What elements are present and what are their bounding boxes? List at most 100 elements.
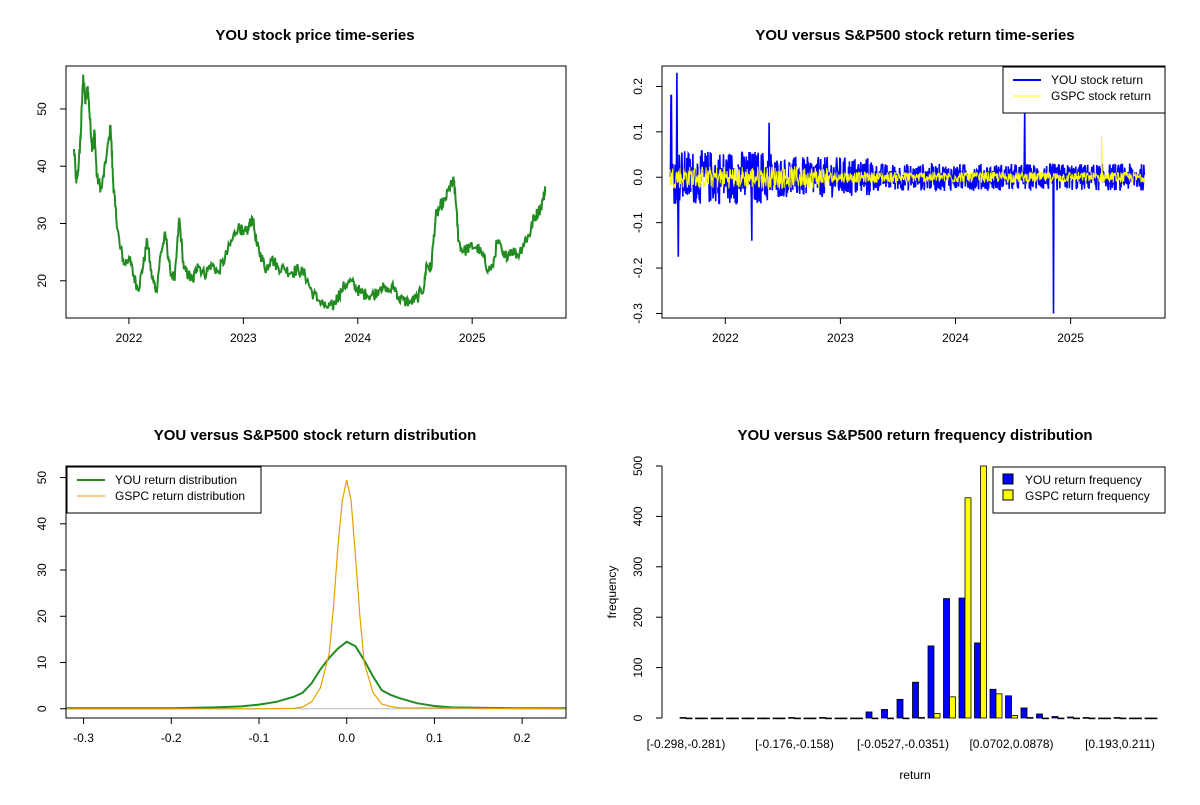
return-legend-label: GSPC stock return [1051,89,1151,103]
gspc-frequency-bar [716,717,724,720]
gspc-frequency-bar [902,717,910,720]
gspc-frequency-bar [840,717,848,720]
price-x-tick-label: 2022 [116,331,143,345]
you-frequency-bar [943,598,950,719]
gspc-frequency-bar [1150,717,1158,720]
you-return-line [669,72,1146,314]
price-y-tick-label: 30 [35,217,49,231]
you-frequency-bar [1113,717,1121,719]
return-x-tick-label: 2022 [712,331,739,345]
density-x-tick-label: -0.1 [249,731,270,745]
gspc-frequency-bar [1135,717,1142,720]
gspc-frequency-bar [825,717,832,720]
you-frequency-bar [834,717,842,720]
gspc-density-line [66,479,567,710]
gspc-frequency-bar [980,465,987,719]
you-frequency-bar [1020,707,1028,719]
you-frequency-bar [865,711,873,719]
you-frequency-bar [772,717,780,720]
freq-y-tick-label: 500 [631,456,645,476]
density-x-tick-label: -0.2 [161,731,182,745]
you-frequency-bar [679,717,687,719]
density-legend-box [66,466,262,514]
freq-y-tick-label: 300 [631,556,645,576]
you-frequency-bar [1144,717,1152,720]
panel-price-timeseries: YOU stock price time-series 2022 2023 2024 2… [35,27,567,345]
return-x-tick-label: 2024 [942,331,969,345]
gspc-frequency-bar [1026,717,1034,719]
you-frequency-bar [974,642,981,719]
freq-legend-swatch [1002,489,1014,501]
gspc-frequency-bar [995,693,1003,719]
you-frequency-bar [741,717,749,720]
price-y-tick-label: 50 [35,102,49,116]
you-frequency-bar [1129,717,1136,720]
freq-x-tick-label: [-0.0527,-0.0351) [857,737,949,751]
you-frequency-bar [1051,716,1059,719]
price-series-line [73,74,547,311]
return-y-tick-label: 0.0 [631,169,645,186]
panel-return-distribution: YOU versus S&P500 stock return distribut… [35,427,567,745]
price-y-tick-label: 20 [35,274,49,288]
return-x-tick-label: 2023 [827,331,854,345]
density-x-tick-label: 0.2 [514,731,531,745]
you-frequency-bar [1005,695,1012,719]
you-frequency-bar [819,717,826,719]
return-y-tick-label: -0.1 [631,212,645,233]
panel-title: YOU versus S&P500 return frequency distr… [737,427,1092,444]
gspc-frequency-bar [964,497,972,719]
gspc-frequency-bar [778,717,786,720]
you-frequency-bar [1067,716,1074,719]
density-y-tick-label: 0 [35,705,49,712]
x-axis-label: return [899,768,930,782]
gspc-frequency-bar [1073,717,1080,720]
you-frequency-bar [710,717,718,720]
gspc-frequency-bar [732,717,739,720]
you-frequency-bar [1082,717,1090,719]
freq-y-tick-label: 400 [631,506,645,526]
density-y-tick-label: 40 [35,517,49,531]
density-y-tick-label: 50 [35,471,49,485]
freq-x-tick-label: [-0.176,-0.158) [755,737,834,751]
freq-y-tick-label: 0 [631,714,645,721]
you-frequency-bar [1036,713,1043,719]
panel-return-frequency: YOU versus S&P500 return frequency distr… [605,427,1166,782]
return-legend-label: YOU stock return [1051,73,1143,87]
price-x-tick-label: 2024 [344,331,371,345]
return-y-tick-label: -0.3 [631,303,645,324]
you-frequency-bar [788,717,795,719]
gspc-frequency-bar [918,717,925,719]
you-frequency-bar [757,717,764,720]
return-y-tick-label: 0.2 [631,78,645,95]
gspc-frequency-bar [1088,717,1096,720]
freq-y-tick-label: 200 [631,607,645,627]
plot-frame [661,65,1166,319]
gspc-frequency-bar [933,713,941,719]
return-x-tick-label: 2025 [1057,331,1084,345]
gspc-frequency-bar [809,717,817,720]
freq-legend-label: YOU return frequency [1025,473,1142,487]
gspc-frequency-bar [1119,717,1127,720]
freq-x-tick-label: [0.0702,0.0878) [969,737,1053,751]
gspc-frequency-bar [747,717,755,720]
you-frequency-bar [1098,717,1105,720]
gspc-frequency-bar [763,717,770,720]
return-legend-box [1002,66,1166,114]
gspc-frequency-bar [1042,717,1049,720]
freq-x-tick-label: [0.193,0.211) [1085,737,1155,751]
gspc-frequency-bar [1057,717,1065,720]
price-x-tick-label: 2025 [459,331,486,345]
freq-legend-swatch [1002,473,1014,485]
panel-title: YOU versus S&P500 stock return time-seri… [755,27,1074,44]
gspc-frequency-bar [871,717,879,720]
you-frequency-bar [850,717,857,720]
you-frequency-bar [881,709,888,719]
you-density-line [66,640,566,710]
return-y-tick-label: 0.1 [631,123,645,140]
freq-legend-label: GSPC return frequency [1025,489,1150,503]
density-x-tick-label: -0.3 [73,731,94,745]
gspc-frequency-bar [685,717,693,720]
price-y-tick-label: 40 [35,159,49,173]
